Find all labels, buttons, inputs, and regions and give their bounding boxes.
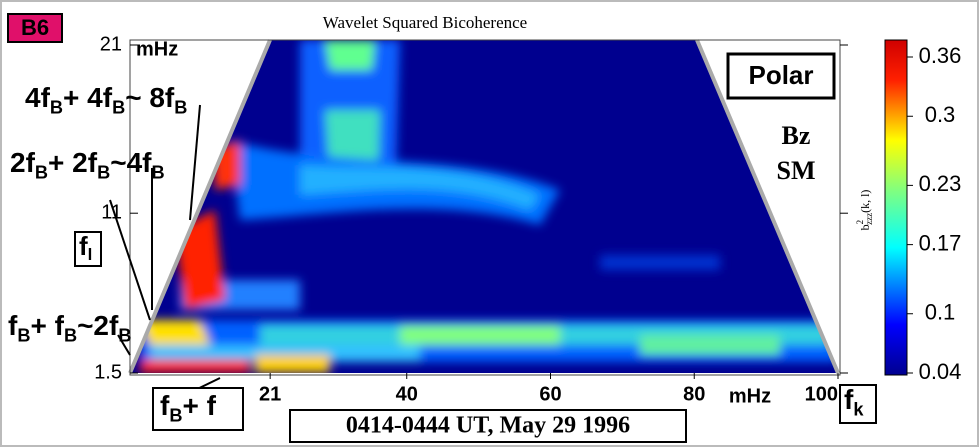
x-tick-label: 60 [539,383,561,405]
annotation: 2fB+ 2fB~4fB [10,147,165,182]
y-unit: mHz [136,38,178,60]
annotation-part: ~2f [77,310,119,341]
pointers [109,104,221,396]
component: SM [777,156,816,185]
annotation-part: ~ 8f [125,82,175,113]
x-tick-label: 21 [259,383,281,405]
colorbar-tick-label: 0.04 [919,359,962,384]
y-tick-label: 21 [100,33,122,55]
colorbar-label-part: 2 [855,220,865,225]
annotation-part: f [8,310,18,341]
annotation-part: B [112,97,125,117]
colorbar-tick-label: 0.17 [919,230,962,255]
annotation-part: B [118,325,131,345]
chart-title: Wavelet Squared Bicoherence [323,13,527,32]
annotation-part: 4f [25,82,51,113]
annotation-part: B [17,325,30,345]
colorbar-label-part: (k, l) [858,190,872,213]
x-unit: mHz [729,385,771,407]
time-range: 0414-0444 UT, May 29 1996 [346,413,630,439]
annotation-part: B [169,405,182,425]
annotation: 4fB+ 4fB~ 8fB [25,82,187,117]
colorbar-tick-label: 0.36 [919,43,962,68]
annotation: fl [79,231,92,264]
box-label-frame [726,52,836,100]
annotation-part: B [151,162,164,182]
colorbar-tick-label: 0.1 [925,300,956,325]
boundary [695,39,840,374]
annotation: fk [844,384,864,419]
annotation-part: + f [30,310,64,341]
annotation-part: 2f [10,147,36,178]
y-tick-label: 1.5 [94,361,122,383]
annotation-part: + 2f [48,147,98,178]
x-label-box [839,384,877,424]
colorbar-label: b2zzz(k, l) [855,190,874,231]
annotation-part: + 4f [63,82,113,113]
x-tick-label: 80 [683,383,705,405]
annotation-part: ~4f [110,147,152,178]
time-box [289,409,687,443]
annotation-part: k [853,399,864,419]
x-tick-label: 100 [805,383,838,405]
annotation: fB+ f [160,390,217,425]
colorbar-label-part: zzz [864,213,874,225]
plot-border [129,39,841,376]
annotation-part: + f [182,390,216,421]
panel-label: B6 [21,15,49,40]
annotation-part: B [50,97,63,117]
annotation-part: f [79,231,88,261]
y-tick-label: 11 [101,201,122,223]
colorbar-tick-label: 0.23 [919,171,962,196]
colorbar-label-part: b [858,224,872,230]
annotation-part: f [844,384,854,415]
box-label: Polar [748,60,813,90]
annotation-part: B [174,97,187,117]
x-tick-label: 40 [396,383,418,405]
annotation-box [152,387,244,431]
annotation-part: f [160,390,170,421]
annotation-part: B [97,162,110,182]
annotation-part: B [64,325,77,345]
panel-box [7,13,63,43]
annotation: fB+ fB~2fB [8,310,131,345]
y-label-box [74,231,102,267]
colorbar [884,39,908,376]
annotation-part: B [35,162,48,182]
colorbar-tick-label: 0.3 [925,102,956,127]
annotation-part: l [88,245,93,264]
component: Bz [782,121,811,150]
boundary [128,39,272,374]
